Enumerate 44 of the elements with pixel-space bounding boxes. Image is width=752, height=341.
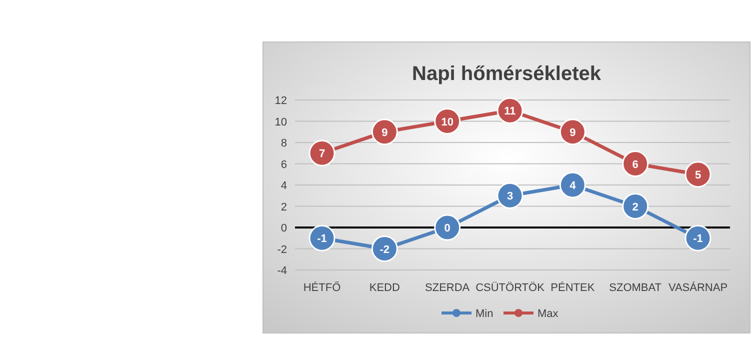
chart-title: Napi hőmérsékletek (412, 63, 602, 85)
data-label: 4 (570, 180, 577, 192)
point (622, 150, 649, 177)
y-tick-label: 6 (280, 158, 287, 171)
data-label: 10 (441, 116, 454, 128)
y-tick-label: -2 (277, 244, 287, 256)
x-tick-label: KEDD (369, 282, 400, 294)
y-tick-label: 10 (274, 116, 287, 128)
x-tick-label: SZOMBAT (609, 282, 662, 294)
y-tick-label: 2 (280, 201, 287, 214)
x-tick-label: VASÁRNAP (668, 281, 728, 294)
point (559, 118, 586, 146)
data-label: 0 (444, 222, 450, 234)
data-label: 6 (632, 158, 638, 171)
point (308, 224, 336, 252)
point (684, 224, 712, 252)
y-tick-label: 8 (280, 138, 287, 150)
y-tick-label: 12 (274, 95, 287, 107)
point (371, 118, 398, 146)
data-label: -1 (317, 233, 327, 246)
x-tick-label: CSÜTÖRTÖK (476, 281, 546, 294)
point (308, 140, 336, 166)
data-label: 9 (382, 126, 388, 139)
point (496, 182, 524, 209)
y-tick-label: 0 (280, 222, 287, 234)
x-tick-label: SZERDA (425, 282, 470, 294)
legend-label: Min (476, 308, 494, 320)
point (684, 161, 712, 188)
point (559, 172, 586, 198)
data-label: -1 (693, 233, 703, 246)
y-tick-label: 4 (280, 180, 287, 192)
y-tick-label: -4 (277, 265, 287, 277)
data-label: 11 (504, 106, 516, 118)
data-label: 3 (506, 190, 514, 203)
legend-label: Max (538, 308, 559, 320)
point (622, 193, 649, 220)
data-label: 5 (694, 169, 702, 182)
x-tick-label: HÉTFŐ (303, 281, 342, 294)
x-tick-label: PÉNTEK (550, 281, 596, 294)
data-label: 2 (632, 201, 638, 214)
data-label: 9 (570, 126, 576, 139)
point (434, 214, 461, 241)
data-label: -2 (380, 244, 390, 256)
data-label: 7 (318, 148, 326, 160)
